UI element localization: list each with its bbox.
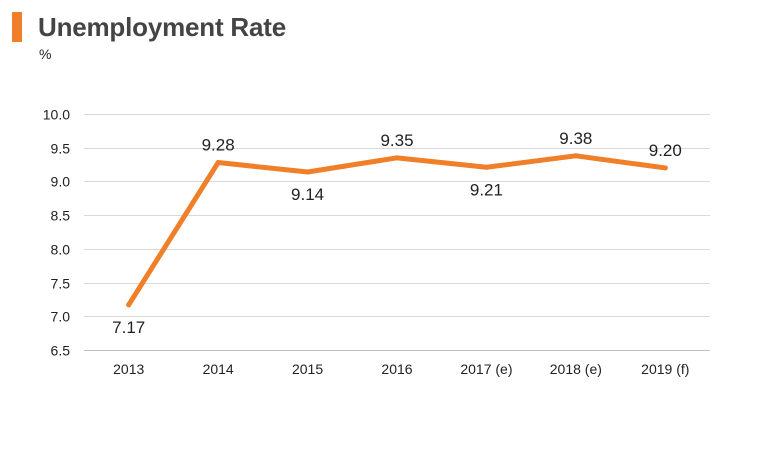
y-tick-label: 9.0 xyxy=(51,174,71,190)
gridlines xyxy=(84,114,710,351)
y-tick-label: 7.5 xyxy=(51,276,71,292)
x-tick-label: 2016 xyxy=(381,361,412,377)
data-point xyxy=(573,153,579,159)
data-point xyxy=(305,169,311,175)
data-point xyxy=(126,302,132,308)
y-tick-label: 6.5 xyxy=(51,343,71,359)
title-accent-bar xyxy=(12,12,22,42)
y-tick-label: 8.5 xyxy=(51,208,71,224)
y-tick-label: 9.5 xyxy=(51,141,71,157)
y-axis-ticks: 6.5 7.0 7.5 8.0 8.5 9.0 9.5 10.0 xyxy=(43,107,70,359)
data-labels: 7.17 9.28 9.14 9.35 9.21 9.38 9.20 xyxy=(112,129,682,337)
data-point xyxy=(215,160,221,166)
data-point xyxy=(483,164,489,170)
y-tick-label: 8.0 xyxy=(51,242,71,258)
data-label: 9.20 xyxy=(649,141,682,160)
x-tick-label: 2015 xyxy=(292,361,323,377)
x-tick-label: 2014 xyxy=(203,361,234,377)
x-tick-label: 2013 xyxy=(113,361,144,377)
x-tick-label: 2017 (e) xyxy=(460,361,512,377)
data-label: 9.14 xyxy=(291,185,324,204)
data-label: 9.28 xyxy=(202,136,235,155)
x-tick-label: 2019 (f) xyxy=(641,361,689,377)
y-tick-label: 7.0 xyxy=(51,309,71,325)
y-tick-label: 10.0 xyxy=(43,107,70,123)
data-label: 9.21 xyxy=(470,180,503,199)
unit-label: % xyxy=(39,46,52,62)
data-label: 7.17 xyxy=(112,318,145,337)
data-label: 9.35 xyxy=(380,131,413,150)
x-axis-ticks: 2013 2014 2015 2016 2017 (e) 2018 (e) 2019 (f) xyxy=(113,361,689,377)
data-point xyxy=(394,155,400,161)
x-tick-label: 2018 (e) xyxy=(550,361,602,377)
series-line xyxy=(126,153,668,308)
chart-title: Unemployment Rate xyxy=(38,12,286,42)
series-line-group xyxy=(126,153,668,308)
data-point xyxy=(662,165,668,171)
data-label: 9.38 xyxy=(559,129,592,148)
